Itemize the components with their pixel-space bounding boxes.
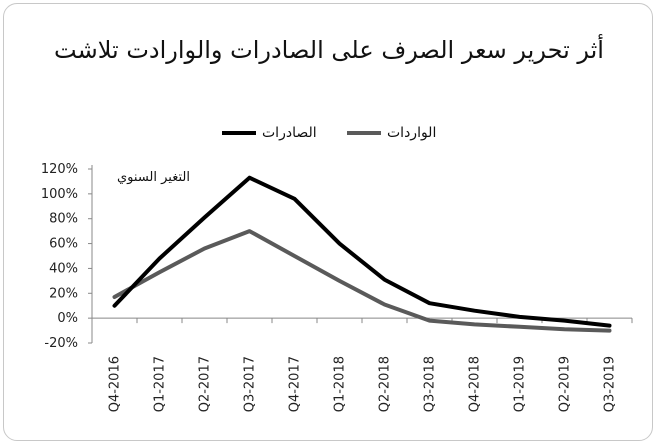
x-tick-label: Q1-2019 <box>513 356 528 412</box>
x-tick-label: Q3-2019 <box>603 356 618 412</box>
x-tick-label: Q1-2018 <box>333 356 348 412</box>
chart-plot: 120% 100% 80% 60% 40% 20% 0% -20% Q4-2016 Q1-2017… <box>41 162 633 412</box>
x-tick-label: Q1-2017 <box>153 356 168 412</box>
chart-annotation: التغير السنوي <box>117 170 190 185</box>
y-tick-label: 100% <box>41 187 78 202</box>
legend-item-imports: الواردات <box>347 125 436 141</box>
x-tick-label: Q2-2017 <box>198 356 213 412</box>
x-tick-label: Q2-2019 <box>558 356 573 412</box>
y-tick-label: 80% <box>49 212 78 227</box>
x-tick-label: Q3-2018 <box>423 356 438 412</box>
legend-label-imports: الواردات <box>387 125 437 141</box>
y-tick-label: 40% <box>49 261 78 276</box>
series-line-imports <box>112 229 612 333</box>
legend-swatch-imports <box>347 131 381 135</box>
x-tick-label: Q2-2018 <box>378 356 393 412</box>
legend-item-exports: الصادرات <box>222 125 317 141</box>
y-tick-label: 60% <box>49 237 78 252</box>
legend-swatch-exports <box>222 131 256 135</box>
y-tick-label: 20% <box>49 286 78 301</box>
x-tick-label: Q4-2018 <box>468 356 483 412</box>
x-tick-label: Q4-2017 <box>288 356 303 412</box>
y-tick-label: -20% <box>44 336 78 351</box>
x-tick-label: Q4-2016 <box>108 356 123 412</box>
y-tick-label: 0% <box>57 311 78 326</box>
chart-frame: أثر تحرير سعر الصرف على الصادرات والوارا… <box>3 3 653 441</box>
chart-title: أثر تحرير سعر الصرف على الصادرات والوارا… <box>54 36 604 64</box>
series-line-exports <box>112 175 612 328</box>
legend: الصادرات الواردات <box>4 125 652 145</box>
y-tick-label: 120% <box>41 162 78 177</box>
x-tick-label: Q3-2017 <box>243 356 258 412</box>
legend-label-exports: الصادرات <box>262 125 317 141</box>
